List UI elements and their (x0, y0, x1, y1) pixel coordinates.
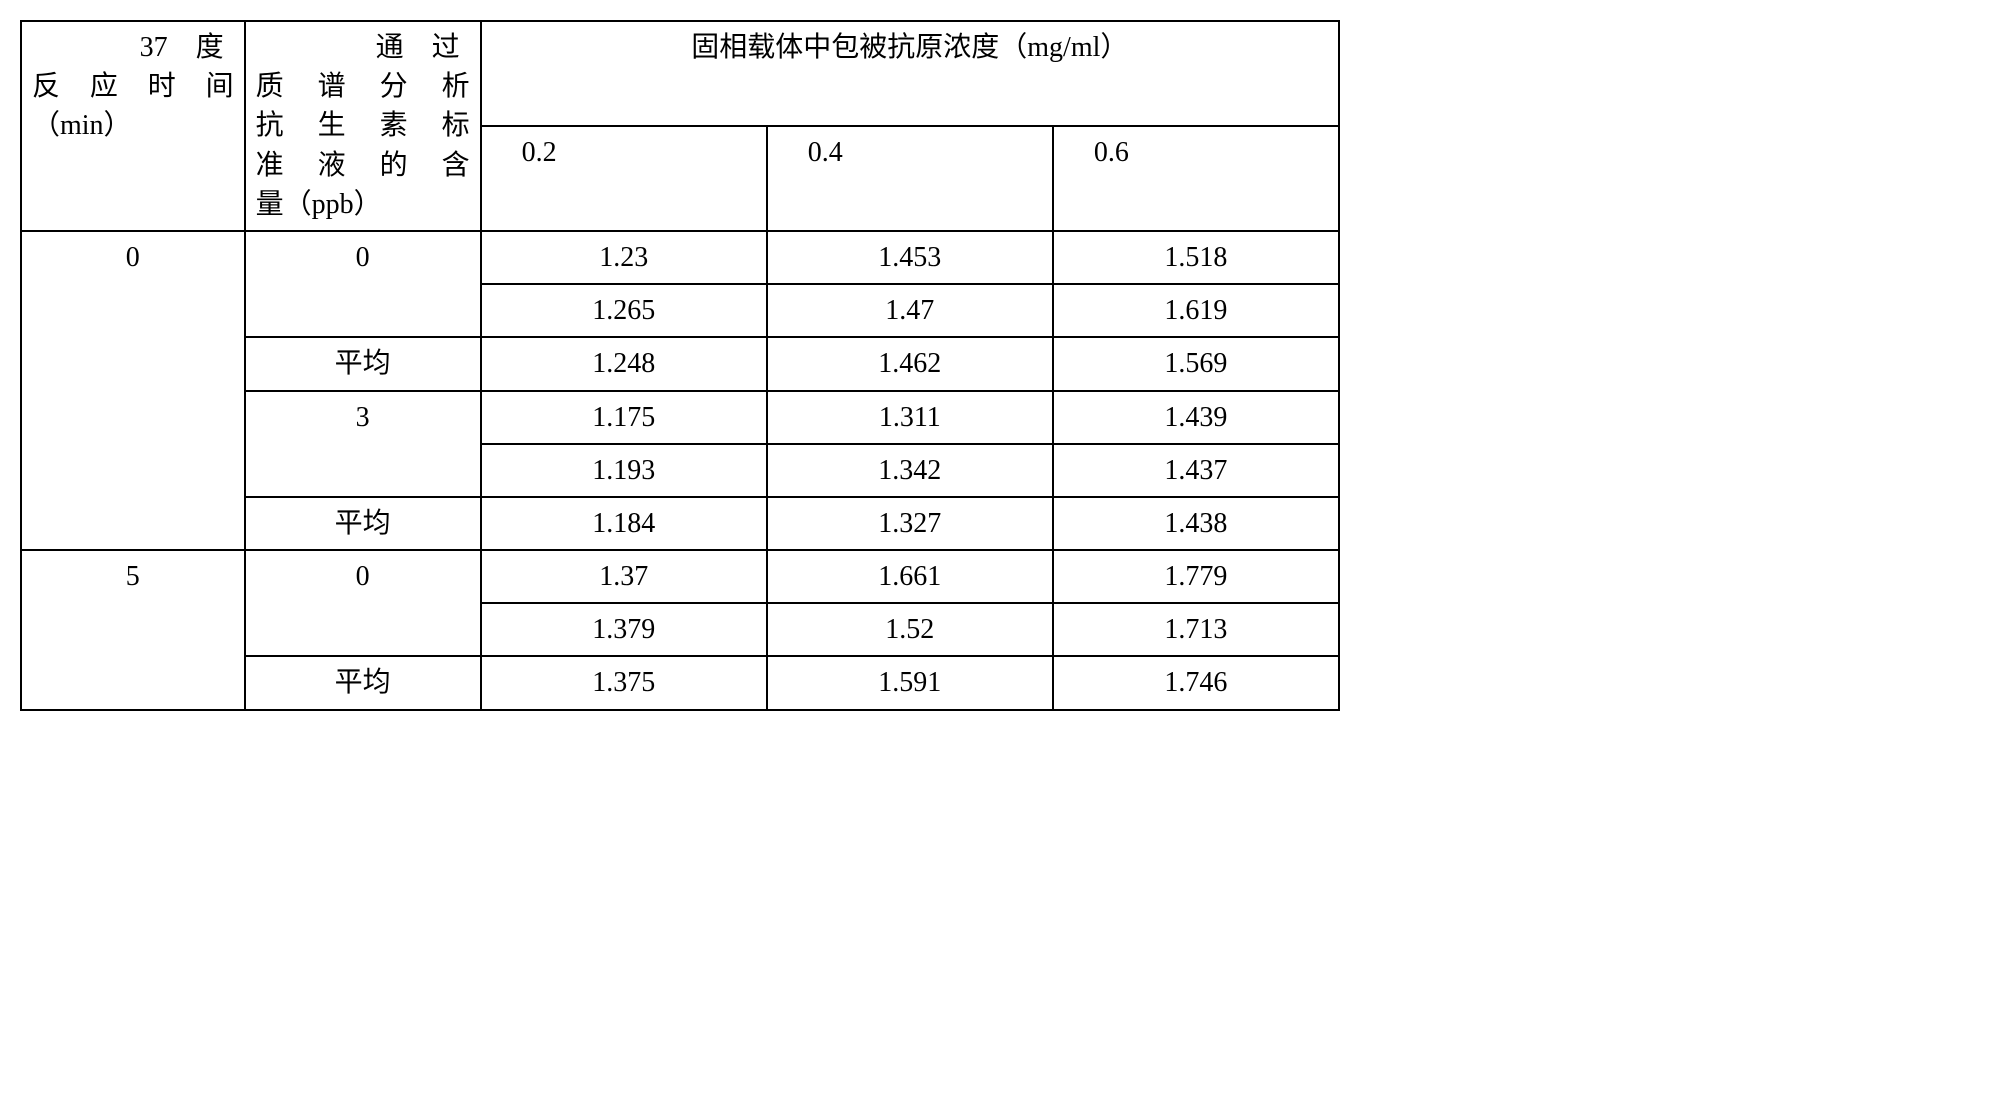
cell-v1: 1.375 (481, 656, 767, 709)
header-ppb-l1: 通 过 (256, 28, 470, 67)
header-time: 37 度 反应时间 （min） (21, 21, 245, 231)
cell-v3: 1.779 (1053, 550, 1339, 603)
cell-v3: 1.619 (1053, 284, 1339, 337)
cell-v3: 1.437 (1053, 444, 1339, 497)
cell-v1: 1.184 (481, 497, 767, 550)
table-row: 0 0 1.23 1.453 1.518 (21, 231, 1339, 284)
cell-v1: 1.23 (481, 231, 767, 284)
cell-v1: 1.37 (481, 550, 767, 603)
cell-time: 0 (21, 231, 245, 550)
header-c1: 0.2 (481, 126, 767, 231)
cell-v3: 1.518 (1053, 231, 1339, 284)
header-c3: 0.6 (1053, 126, 1339, 231)
cell-v3: 1.713 (1053, 603, 1339, 656)
cell-v2: 1.47 (767, 284, 1053, 337)
header-ppb-l3: 抗生素标 (256, 106, 470, 145)
cell-v1: 1.175 (481, 391, 767, 444)
cell-ppb: 3 (245, 391, 481, 497)
cell-ppb: 0 (245, 231, 481, 337)
cell-v2: 1.453 (767, 231, 1053, 284)
cell-v2: 1.327 (767, 497, 1053, 550)
cell-v2: 1.462 (767, 337, 1053, 390)
cell-v3: 1.569 (1053, 337, 1339, 390)
cell-v2: 1.52 (767, 603, 1053, 656)
cell-time: 5 (21, 550, 245, 710)
header-ppb-l5: 量（ppb） (256, 185, 470, 224)
cell-v1: 1.248 (481, 337, 767, 390)
cell-v2: 1.311 (767, 391, 1053, 444)
table-row: 5 0 1.37 1.661 1.779 (21, 550, 1339, 603)
cell-avg: 平均 (245, 337, 481, 390)
header-row-1: 37 度 反应时间 （min） 通 过 质谱分析 抗生素标 准液的含 量（ppb… (21, 21, 1339, 126)
cell-v1: 1.193 (481, 444, 767, 497)
cell-v2: 1.591 (767, 656, 1053, 709)
cell-v1: 1.265 (481, 284, 767, 337)
header-ppb-l4: 准液的含 (256, 146, 470, 185)
cell-v3: 1.439 (1053, 391, 1339, 444)
cell-avg: 平均 (245, 656, 481, 709)
header-ppb-l2: 质谱分析 (256, 67, 470, 106)
data-table: 37 度 反应时间 （min） 通 过 质谱分析 抗生素标 准液的含 量（ppb… (20, 20, 1340, 711)
cell-ppb: 0 (245, 550, 481, 656)
cell-v2: 1.661 (767, 550, 1053, 603)
header-ppb: 通 过 质谱分析 抗生素标 准液的含 量（ppb） (245, 21, 481, 231)
header-c2: 0.4 (767, 126, 1053, 231)
cell-v2: 1.342 (767, 444, 1053, 497)
cell-v1: 1.379 (481, 603, 767, 656)
header-time-l3: （min） (32, 106, 234, 145)
header-time-l1: 37 度 (32, 28, 234, 67)
header-time-l2: 反应时间 (32, 67, 234, 106)
cell-avg: 平均 (245, 497, 481, 550)
cell-v3: 1.438 (1053, 497, 1339, 550)
cell-v3: 1.746 (1053, 656, 1339, 709)
header-span: 固相载体中包被抗原浓度（mg/ml） (481, 21, 1339, 126)
